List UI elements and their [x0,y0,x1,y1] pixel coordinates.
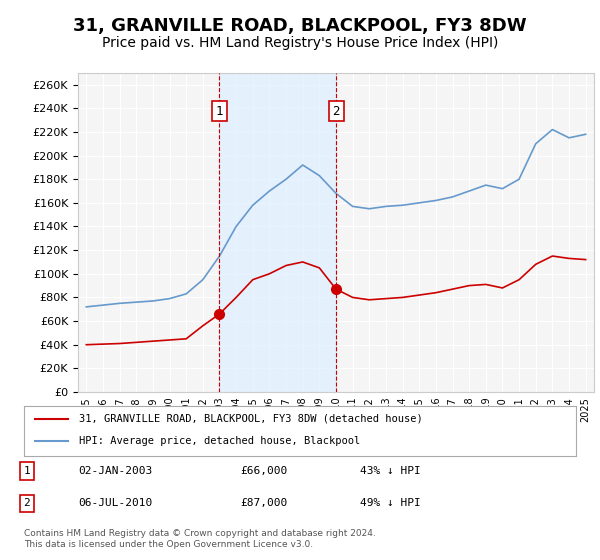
Text: Contains HM Land Registry data © Crown copyright and database right 2024.
This d: Contains HM Land Registry data © Crown c… [24,529,376,549]
Text: 49% ↓ HPI: 49% ↓ HPI [360,498,421,508]
Text: £66,000: £66,000 [240,466,287,476]
Text: HPI: Average price, detached house, Blackpool: HPI: Average price, detached house, Blac… [79,436,361,446]
Text: 31, GRANVILLE ROAD, BLACKPOOL, FY3 8DW (detached house): 31, GRANVILLE ROAD, BLACKPOOL, FY3 8DW (… [79,414,423,423]
Text: 2: 2 [23,498,31,508]
Text: 43% ↓ HPI: 43% ↓ HPI [360,466,421,476]
Text: 06-JUL-2010: 06-JUL-2010 [78,498,152,508]
Text: 2: 2 [332,105,340,118]
Bar [220,73,336,392]
Text: 02-JAN-2003: 02-JAN-2003 [78,466,152,476]
Text: £87,000: £87,000 [240,498,287,508]
Text: Price paid vs. HM Land Registry's House Price Index (HPI): Price paid vs. HM Land Registry's House … [102,36,498,50]
Text: 31, GRANVILLE ROAD, BLACKPOOL, FY3 8DW: 31, GRANVILLE ROAD, BLACKPOOL, FY3 8DW [73,17,527,35]
Text: 1: 1 [216,105,223,118]
Text: 1: 1 [23,466,31,476]
